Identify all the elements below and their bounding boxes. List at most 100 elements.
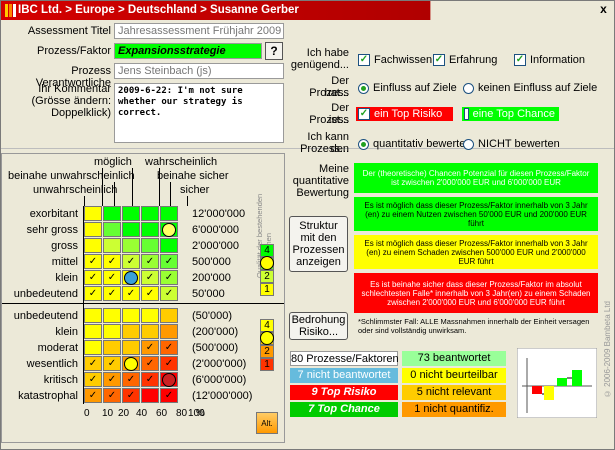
opportunity-value-label: 50'000 (192, 288, 225, 300)
matrix-cell: ✓ (141, 254, 159, 269)
top-risiko-checkbox[interactable]: ✓ ein Top Risiko (356, 107, 453, 121)
stat-nicht-beurteilbar[interactable]: 0 nicht beurteilbar (402, 368, 506, 383)
matrix-cell: ✓ (84, 388, 102, 403)
matrix-cell: ✓ (103, 286, 121, 301)
stat-total: 80 Prozesse/Faktoren (290, 351, 399, 366)
risk-row-label: wesentlich (26, 358, 78, 370)
information-checkbox[interactable]: ✓ Information (514, 54, 586, 66)
separator (1, 148, 614, 149)
matrix-cell: ✓ (84, 372, 102, 387)
x-tick-label: 100 (188, 408, 205, 419)
stat-nicht-relevant[interactable]: 5 nicht relevant (402, 385, 506, 400)
probability-label: möglich (94, 156, 132, 168)
matrix-cell (160, 238, 178, 253)
checkbox-icon (464, 108, 469, 120)
matrix-cell: ✓ (84, 254, 102, 269)
risk-value-label: (12'000'000) (192, 390, 253, 402)
risk-value-label: (500'000) (192, 342, 239, 354)
stat-top-chance[interactable]: 7 Top Chance (290, 402, 398, 417)
matrix-cell: ✓ (160, 356, 178, 371)
kommentar-label-1: Ihr Kommentar (38, 83, 111, 95)
matrix-cell (103, 238, 121, 253)
matrix-cell (141, 238, 159, 253)
verantwortlich-field[interactable]: Jens Steinbach (js) (114, 63, 284, 79)
struktur-button[interactable]: Struktur mit den Prozessen anzeigen (289, 216, 348, 272)
kein-einfluss-radio[interactable]: keinen Einfluss auf Ziele (463, 82, 597, 94)
matrix-cell: ✓ (160, 254, 178, 269)
matrix-cell (122, 340, 140, 355)
prozess-field[interactable]: Expansionsstrategie (114, 43, 262, 59)
stat-top-risiko[interactable]: 9 Top Risiko (290, 385, 398, 400)
probability-label: unwahrscheinlich (33, 184, 118, 196)
matrix-cell (103, 324, 121, 339)
x-tick-label: 60 (156, 408, 168, 419)
guide-line (132, 168, 133, 206)
matrix-cell: ✓ (141, 356, 159, 371)
mini-waterfall-chart (517, 348, 597, 418)
probability-label: beinahe unwahrscheinlich (8, 170, 135, 182)
opportunity-value-label: 2'000'000 (192, 240, 240, 252)
worst-case-bar: Es ist beinahe sicher dass dieser Prozes… (354, 273, 598, 313)
matrix-cell: ✓ (84, 286, 102, 301)
probability-label: sicher (180, 184, 210, 196)
matrix-cell: ✓ (160, 270, 178, 285)
opportunity-row-label: sehr gross (26, 224, 78, 236)
help-button[interactable]: ? (265, 42, 283, 60)
matrix-cell (122, 222, 140, 237)
opportunity-row-label: gross (51, 240, 78, 252)
erfahrung-checkbox[interactable]: ✓ Erfahrung (433, 54, 498, 66)
genuegend-label-2: genügend... (290, 59, 349, 71)
matrix-cell (84, 308, 102, 323)
assessment-title-field[interactable]: Jahresassessment Frühjahr 2009 (114, 23, 284, 39)
matrix-cell: ✓ (84, 356, 102, 371)
matrix-cell: ✓ (141, 372, 159, 387)
matrix-cell (141, 324, 159, 339)
einfluss-radio[interactable]: Einfluss auf Ziele (358, 82, 457, 94)
prozess-ist-label-2: ist... (328, 114, 349, 126)
matrix-cell: ✓ (122, 388, 140, 403)
genuegend-label-1: Ich habe (306, 47, 349, 59)
checkbox-check-icon: ✓ (514, 54, 526, 66)
nicht-bewerten-radio[interactable]: NICHT bewerten (463, 138, 560, 150)
x-tick-label: 20 (118, 408, 130, 419)
matrix-cell (122, 308, 140, 323)
stat-nicht-quantifiz[interactable]: 1 nicht quantifiz. (402, 402, 506, 417)
meine-label-2: quantitative (292, 175, 349, 187)
radio-icon (463, 138, 474, 150)
kommentar-textarea[interactable]: 2009-6-22: I'm not sure whether our stra… (114, 83, 284, 143)
opportunity-row-label: exorbitant (29, 208, 78, 220)
x-tick-label: 10 (102, 408, 114, 419)
prozess-label: Prozess/Faktor (37, 45, 111, 57)
window-title: IBC Ltd. > Europe > Deutschland > Susann… (18, 4, 299, 16)
matrix-cell: ✓ (141, 340, 159, 355)
matrix-cell (103, 308, 121, 323)
matrix-cell (84, 340, 102, 355)
fachwissen-checkbox[interactable]: ✓ Fachwissen (358, 54, 433, 66)
top-chance-checkbox[interactable]: eine Top Chance (462, 107, 559, 121)
opportunity-row-label: mittel (51, 256, 78, 268)
matrix-cell (160, 206, 178, 221)
risk-matrix-panel: möglich wahrscheinlich beinahe unwahrschei… (1, 153, 285, 443)
checkbox-check-icon: ✓ (433, 54, 445, 66)
matrix-cell: ✓ (122, 372, 140, 387)
kommentar-label-3: Doppelklick) (51, 107, 111, 119)
guide-line (102, 168, 103, 206)
verantwortlich-label: Prozess Verantwortliche (35, 65, 111, 89)
footnote: *Schlimmster Fall: ALLE Massnahmen inner… (358, 317, 590, 335)
zone-divider (2, 303, 284, 304)
matrix-cell: ✓ (160, 340, 178, 355)
checkbox-check-icon: ✓ (358, 108, 370, 120)
y-axis-line (83, 206, 84, 404)
x-tick-label: % (196, 408, 205, 419)
alt-button[interactable]: Alt. (256, 412, 278, 434)
radio-selected-icon (358, 82, 369, 94)
stat-beantwortet[interactable]: 73 beantwortet (402, 351, 506, 366)
bewerten-label-1: Ich kann den (307, 131, 349, 155)
quantitativ-radio[interactable]: quantitativ bewerten (358, 138, 471, 150)
matrix-cell (122, 324, 140, 339)
matrix-cell (84, 222, 102, 237)
bedrohung-button[interactable]: Bedrohung Risiko... (289, 312, 348, 340)
assessment-marker (162, 373, 176, 387)
close-button[interactable]: x (600, 2, 607, 16)
stat-nicht-beantwortet[interactable]: 7 nicht beantwortet (290, 368, 398, 383)
